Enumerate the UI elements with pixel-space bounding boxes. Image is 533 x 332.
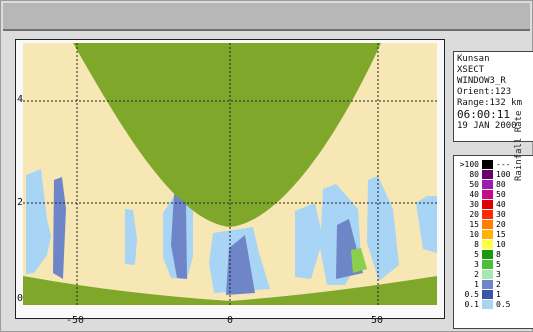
- rain-core-center-left: [171, 194, 187, 279]
- legend-lower-value: 10: [469, 230, 479, 239]
- legend-lower-value: 15: [469, 220, 479, 229]
- legend-row: 20 30: [454, 210, 533, 219]
- legend-row: 80 100: [454, 170, 533, 179]
- legend-color-swatch: [482, 190, 493, 199]
- rain-core-center: [226, 235, 255, 295]
- legend-row: 0.5 1: [454, 290, 533, 299]
- scan-date: 19 JAN 2000: [457, 121, 517, 131]
- legend-row: 8 10: [454, 240, 533, 249]
- legend-upper-value: 40: [496, 200, 506, 209]
- legend-row: >100 ---: [454, 160, 533, 169]
- legend-upper-value: 0.5: [496, 300, 511, 309]
- legend-lower-value: 8: [474, 240, 479, 249]
- cone-of-silence: [73, 43, 381, 227]
- legend-row: 0.1 0.5: [454, 300, 533, 309]
- rain-core-left: [53, 177, 66, 279]
- rain-cell-left-mid: [125, 209, 137, 265]
- rain-cell-left: [26, 169, 51, 274]
- legend-row: 15 20: [454, 220, 533, 229]
- orientation: Orient:123: [457, 87, 512, 97]
- legend-color-swatch: [482, 220, 493, 229]
- grid-lines: [23, 43, 437, 305]
- legend-lower-value: 50: [469, 180, 479, 189]
- legend-lower-value: 0.1: [464, 300, 479, 309]
- legend-color-swatch: [482, 280, 493, 289]
- legend-upper-value: ---: [496, 160, 511, 169]
- range: Range:132 km: [457, 98, 523, 108]
- legend-lower-value: 2: [474, 270, 479, 279]
- title-bar[interactable]: [3, 3, 530, 31]
- legend-upper-value: 15: [496, 230, 506, 239]
- legend-upper-value: 10: [496, 240, 506, 249]
- rainfall-legend: Rainfall Rate >100 --- 80 100 50 80 40 50 30 40 20…: [453, 111, 533, 329]
- legend-color-swatch: [482, 180, 493, 189]
- rain-green-right: [351, 248, 367, 273]
- legend-upper-value: 5: [496, 260, 501, 269]
- legend-color-swatch: [482, 290, 493, 299]
- legend-lower-value: 3: [474, 260, 479, 269]
- scan-time: 06:00:11: [457, 108, 510, 121]
- legend-row: 30 40: [454, 200, 533, 209]
- product-type: XSECT: [457, 65, 485, 75]
- rain-cell-far-right: [367, 176, 399, 281]
- cross-section-plot[interactable]: [23, 43, 437, 305]
- legend-upper-value: 50: [496, 190, 506, 199]
- legend-upper-value: 30: [496, 210, 506, 219]
- legend-color-swatch: [482, 300, 493, 309]
- legend-lower-value: 40: [469, 190, 479, 199]
- legend-upper-value: 80: [496, 180, 506, 189]
- y-tick-4: 4: [17, 94, 24, 105]
- x-tick-neg50: -50: [66, 315, 85, 326]
- legend-lower-value: 0.5: [464, 290, 479, 299]
- legend-upper-value: 8: [496, 250, 501, 259]
- legend-lower-value: 5: [474, 250, 479, 259]
- terrain-ground: [23, 276, 437, 305]
- y-tick-2: 2: [17, 197, 24, 208]
- legend-color-swatch: [482, 230, 493, 239]
- legend-row: 40 50: [454, 190, 533, 199]
- legend-lower-value: 30: [469, 200, 479, 209]
- product-info-box: Kunsan XSECT WINDOW3_R Orient:123 Range:…: [453, 51, 533, 142]
- legend-upper-value: 20: [496, 220, 506, 229]
- rain-cell-edge-right: [416, 196, 437, 253]
- rain-cell-right-mid: [295, 203, 323, 279]
- legend-upper-value: 2: [496, 280, 501, 289]
- radar-cross-section: [23, 43, 437, 305]
- legend-color-swatch: [482, 170, 493, 179]
- legend-upper-value: 1: [496, 290, 501, 299]
- legend-row: 50 80: [454, 180, 533, 189]
- site-name: Kunsan: [457, 54, 490, 64]
- legend-upper-value: 100: [496, 170, 511, 179]
- legend-row: 10 15: [454, 230, 533, 239]
- window-name: WINDOW3_R: [457, 76, 506, 86]
- rain-echoes: [26, 169, 437, 295]
- legend-lower-value: 1: [474, 280, 479, 289]
- legend-lower-value: 80: [469, 170, 479, 179]
- x-tick-50: 50: [371, 315, 384, 326]
- legend-lower-value: 20: [469, 210, 479, 219]
- legend-color-swatch: [482, 270, 493, 279]
- x-tick-0: 0: [227, 315, 234, 326]
- legend-upper-value: 3: [496, 270, 501, 279]
- y-tick-0: 0: [17, 293, 24, 304]
- legend-color-swatch: [482, 250, 493, 259]
- legend-color-swatch: [482, 260, 493, 269]
- legend-color-swatch: [482, 240, 493, 249]
- legend-lower-value: >100: [459, 160, 479, 169]
- legend-color-swatch: [482, 200, 493, 209]
- legend-color-swatch: [482, 160, 493, 169]
- legend-color-swatch: [482, 210, 493, 219]
